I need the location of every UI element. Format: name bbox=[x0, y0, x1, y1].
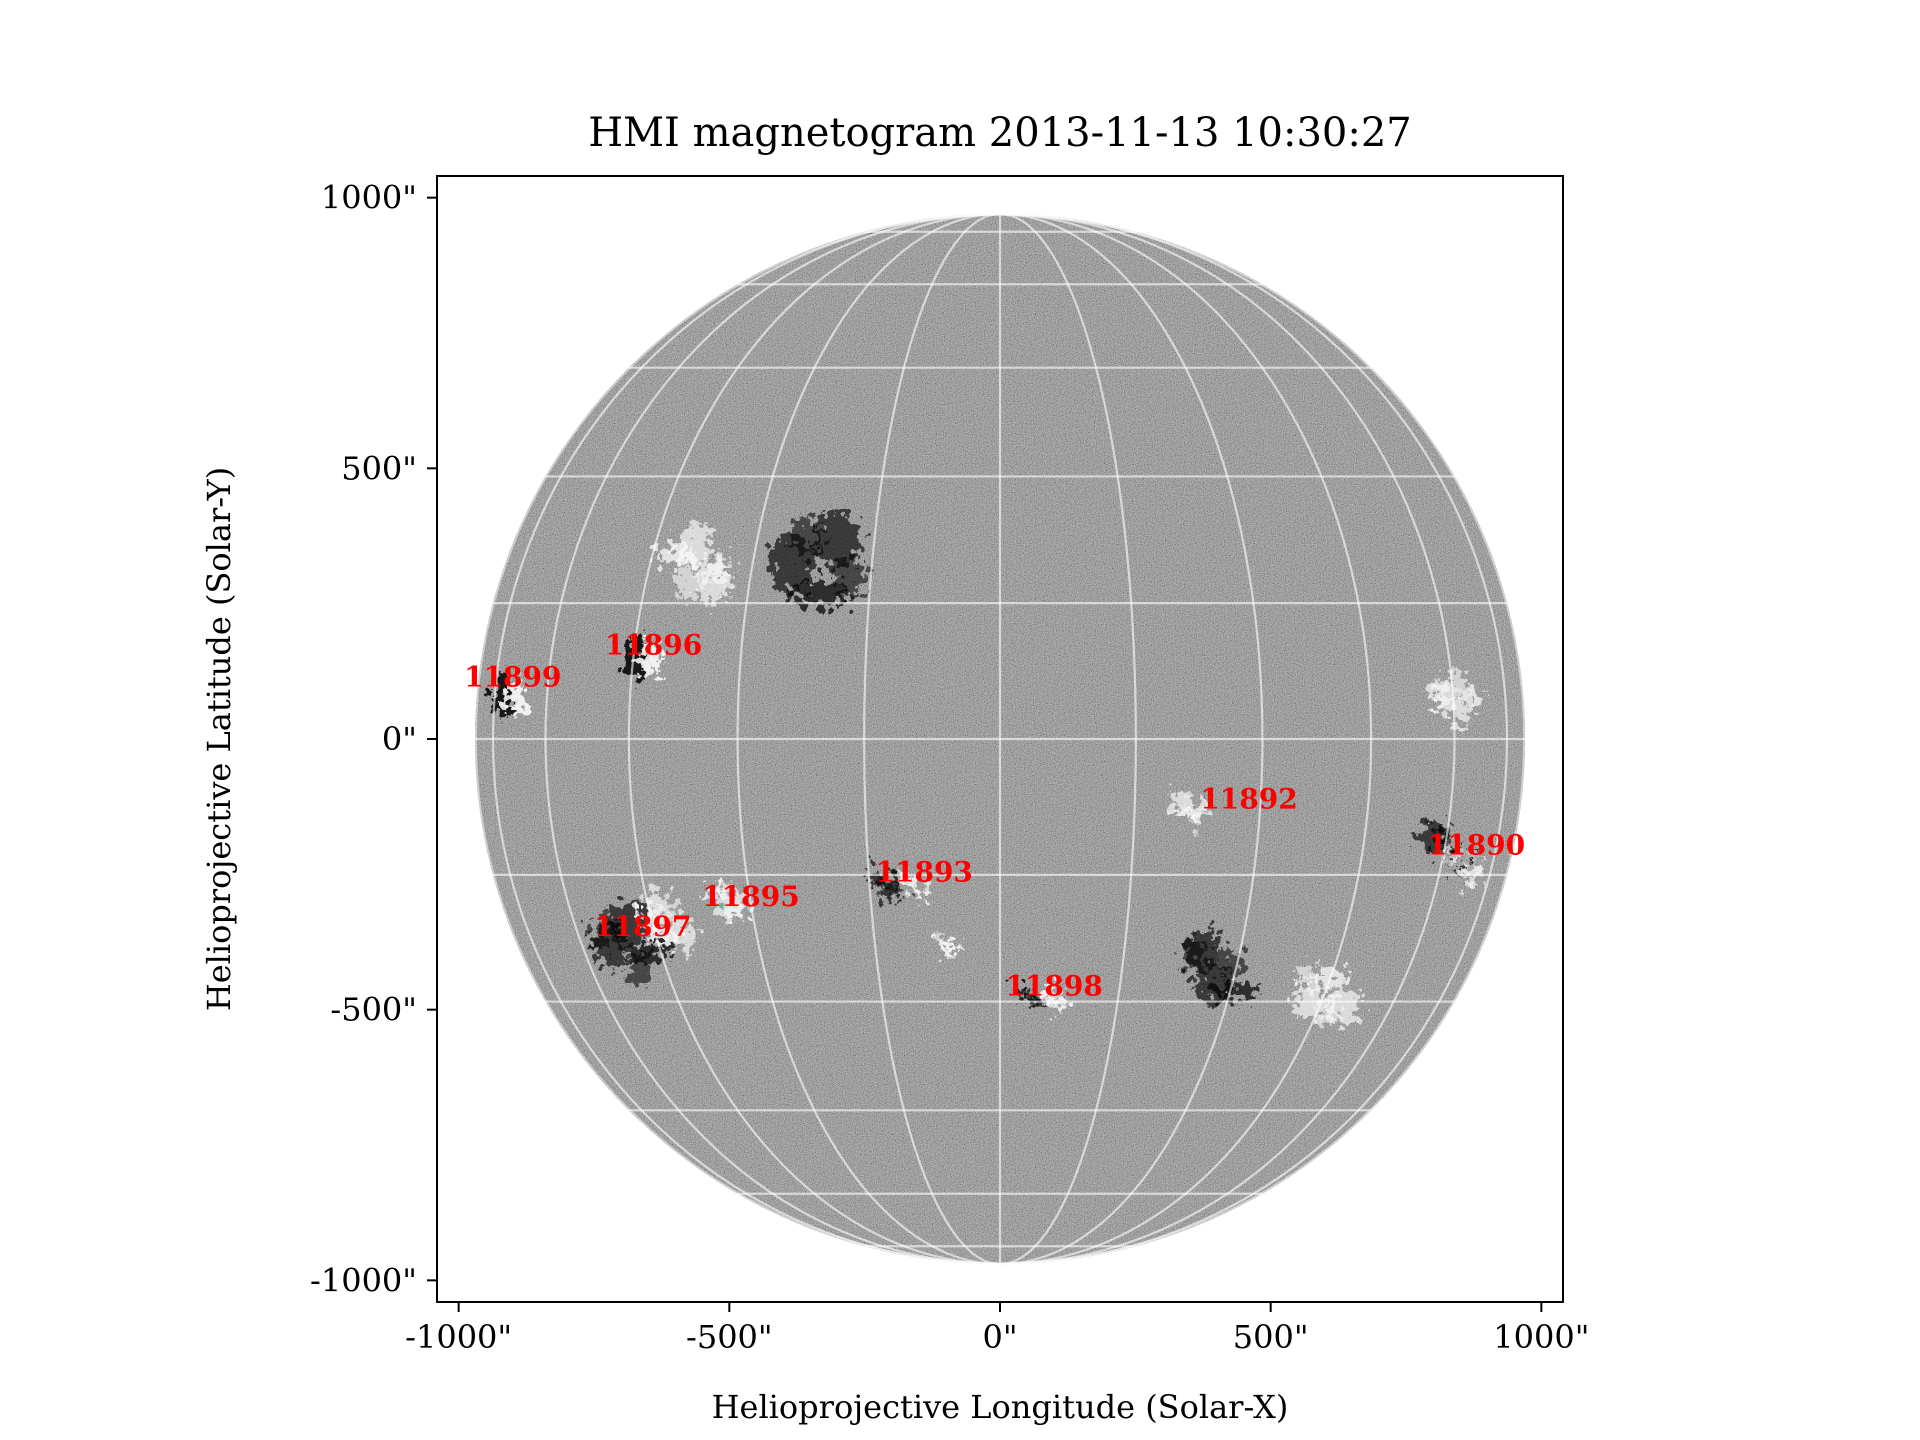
flux-patch-negative bbox=[1214, 981, 1259, 1002]
grid-longitude-line bbox=[999, 213, 1373, 1265]
flux-patch-positive bbox=[1046, 985, 1061, 1003]
flux-patch-positive bbox=[938, 937, 951, 952]
x-axis-ticks: -1000" -500" 0" 500" 1000" bbox=[405, 1302, 1589, 1356]
grid-longitude-line bbox=[999, 213, 1456, 1265]
active-region-label: 11896 bbox=[605, 628, 702, 661]
x-axis-label: Helioprojective Longitude (Solar-X) bbox=[712, 1388, 1289, 1426]
active-region-label: 11895 bbox=[702, 880, 799, 913]
flux-patch-positive bbox=[1174, 806, 1195, 816]
chart-title: HMI magnetogram 2013-11-13 10:30:27 bbox=[588, 110, 1412, 156]
active-region-label: 11890 bbox=[1428, 829, 1525, 862]
flux-patch-positive bbox=[641, 643, 661, 678]
flux-patch-negative bbox=[790, 581, 850, 608]
x-tick-label: 1000" bbox=[1493, 1318, 1589, 1356]
grid-longitude-line bbox=[544, 213, 1001, 1265]
grid-longitude-line bbox=[999, 213, 1264, 1265]
flux-patch-positive bbox=[1454, 687, 1484, 701]
flux-patch-negative bbox=[770, 535, 816, 593]
flux-patch-negative bbox=[1218, 949, 1243, 981]
y-axis-ticks: 1000" 500" 0" -500" -1000" bbox=[310, 179, 437, 1299]
limb-outline bbox=[474, 213, 1526, 1265]
flux-patch-negative bbox=[625, 951, 652, 984]
y-tick-label: 500" bbox=[341, 449, 417, 487]
flux-patch-positive bbox=[1448, 851, 1463, 869]
flux-patch-negative bbox=[1419, 819, 1446, 853]
grid-longitude-line bbox=[491, 213, 1001, 1265]
flux-patch-positive bbox=[1190, 800, 1206, 821]
flux-patch-negative bbox=[814, 511, 861, 569]
active-region-label: 11892 bbox=[1200, 783, 1297, 816]
y-tick-label: 0" bbox=[382, 720, 417, 758]
grid-longitude-line bbox=[863, 213, 1001, 1265]
flux-patch-positive bbox=[653, 545, 698, 565]
active-region-label: 11899 bbox=[464, 661, 561, 694]
coordinate-grid bbox=[474, 213, 1526, 1265]
flux-patch-positive bbox=[913, 892, 931, 901]
flux-patch-negative bbox=[592, 921, 629, 967]
flux-patch-positive bbox=[730, 896, 750, 921]
flux-patch-negative bbox=[1187, 928, 1222, 972]
flux-patch-negative bbox=[1013, 983, 1028, 991]
flux-patch-positive bbox=[696, 559, 731, 603]
active-region-label: 11898 bbox=[1005, 969, 1102, 1002]
flux-patch-positive bbox=[719, 884, 733, 902]
flux-patch-positive bbox=[1443, 846, 1469, 857]
active-region-label: 11897 bbox=[594, 910, 691, 943]
grid-longitude-line bbox=[736, 213, 1001, 1265]
flux-patch-positive bbox=[1172, 790, 1188, 810]
x-tick-label: 500" bbox=[1233, 1318, 1309, 1356]
flux-patch-positive bbox=[908, 883, 919, 896]
y-axis-label: Helioprojective Latitude (Solar-Y) bbox=[200, 467, 238, 1011]
y-tick-label: -1000" bbox=[310, 1261, 417, 1299]
x-tick-label: -500" bbox=[686, 1318, 773, 1356]
flux-patch-positive bbox=[1430, 678, 1453, 708]
x-tick-label: 0" bbox=[982, 1318, 1017, 1356]
flux-patch-positive bbox=[1329, 986, 1360, 1025]
flux-patch-negative bbox=[882, 881, 899, 901]
grid-longitude-line bbox=[999, 213, 1509, 1265]
active-region-labels: 11890 11892 11893 11895 11896 11897 11898 11899 bbox=[464, 628, 1525, 1002]
grid-longitude-line bbox=[627, 213, 1001, 1265]
y-tick-label: 1000" bbox=[321, 179, 417, 217]
flux-patch-positive bbox=[506, 681, 526, 716]
solar-disk bbox=[474, 213, 1526, 1265]
active-region-label: 11893 bbox=[876, 856, 973, 889]
x-tick-label: -1000" bbox=[405, 1318, 512, 1356]
grid-longitude-line bbox=[999, 213, 1137, 1265]
flux-patch-positive bbox=[675, 567, 700, 599]
y-tick-label: -500" bbox=[330, 991, 417, 1029]
